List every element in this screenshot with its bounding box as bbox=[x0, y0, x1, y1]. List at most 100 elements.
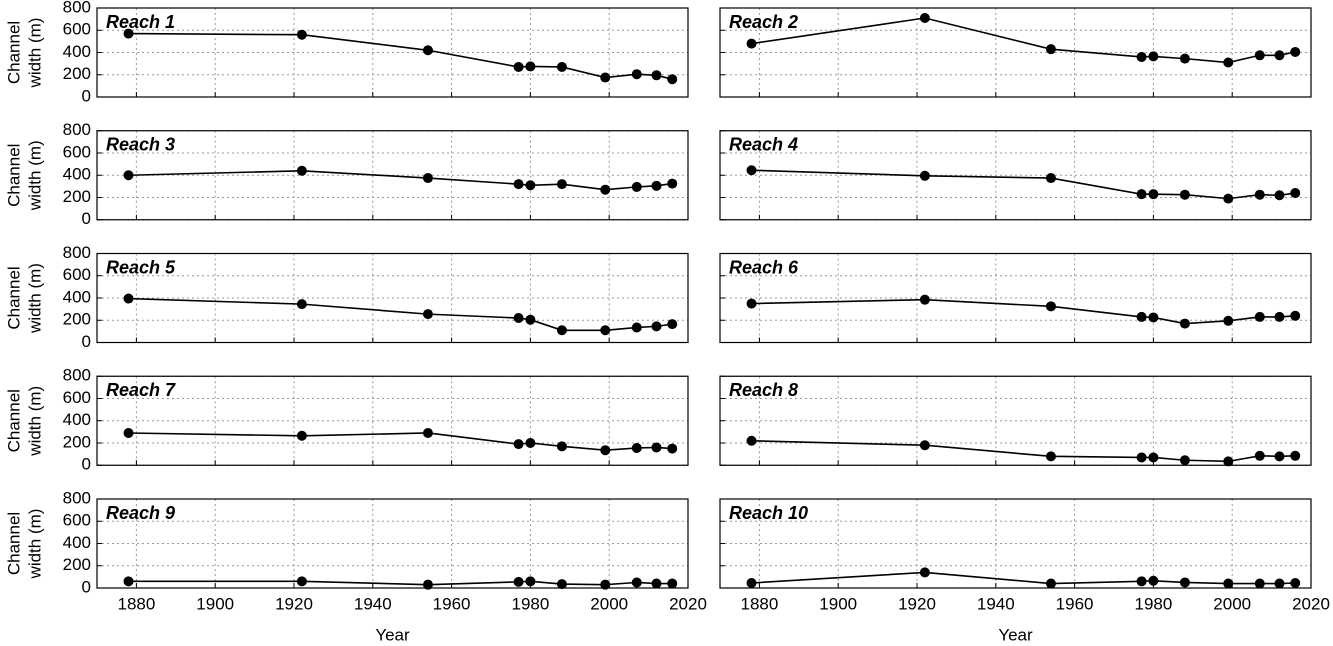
data-point bbox=[123, 170, 134, 181]
y-axis-label: Channel bbox=[4, 21, 23, 84]
x-tick-label: 1900 bbox=[819, 594, 857, 613]
y-axis-label: width (m) bbox=[25, 140, 44, 211]
panel-title: Reach 4 bbox=[729, 135, 798, 155]
data-point bbox=[1274, 50, 1285, 61]
data-point bbox=[746, 165, 757, 176]
y-tick-label: 200 bbox=[63, 555, 91, 574]
data-point bbox=[525, 314, 536, 325]
data-point bbox=[1136, 576, 1147, 587]
plot-frame bbox=[719, 130, 1312, 221]
panel-title: Reach 3 bbox=[106, 135, 175, 155]
y-tick-label: 600 bbox=[63, 20, 91, 39]
x-tick-label: 1940 bbox=[354, 594, 392, 613]
data-point bbox=[1179, 318, 1190, 329]
data-point bbox=[1136, 189, 1147, 200]
y-axis-label: width (m) bbox=[25, 509, 44, 580]
data-point bbox=[1045, 301, 1056, 312]
data-point bbox=[1290, 450, 1301, 461]
y-tick-label: 600 bbox=[63, 142, 91, 161]
data-point bbox=[1254, 50, 1265, 61]
data-line bbox=[751, 571, 1296, 585]
x-tick-label: 1920 bbox=[898, 594, 936, 613]
panel-title: Reach 2 bbox=[729, 12, 798, 32]
panel-title: Reach 8 bbox=[729, 380, 798, 400]
panel: 0 200 400 600 800 Reach 5 Channel width (m) bbox=[4, 243, 689, 351]
data-point bbox=[667, 319, 678, 330]
data-line bbox=[128, 580, 673, 586]
panel: Reach 8 bbox=[719, 375, 1312, 467]
data-point bbox=[600, 72, 611, 83]
data-point bbox=[525, 61, 536, 72]
plot-frame bbox=[96, 7, 689, 98]
data-point bbox=[296, 165, 307, 176]
data-point bbox=[123, 427, 134, 438]
data-point bbox=[1290, 188, 1301, 199]
data-line bbox=[751, 169, 1296, 200]
x-tick-label: 2000 bbox=[590, 594, 628, 613]
y-tick-label: 400 bbox=[63, 410, 91, 429]
data-point bbox=[422, 579, 433, 590]
data-point bbox=[1254, 450, 1265, 461]
y-tick-label: 600 bbox=[63, 511, 91, 530]
panel-title: Reach 5 bbox=[106, 257, 176, 277]
y-axis-label: width (m) bbox=[25, 263, 44, 334]
data-point bbox=[1136, 311, 1147, 322]
y-tick-label: 400 bbox=[63, 287, 91, 306]
panel: 1880 1900 1920 1940 1960 1980 2000 2020 0 200 400 6… bbox=[4, 488, 706, 644]
panel-title: Reach 9 bbox=[106, 503, 175, 523]
x-tick-label: 2020 bbox=[669, 594, 707, 613]
data-point bbox=[651, 442, 662, 453]
y-tick-label: 800 bbox=[63, 0, 91, 16]
y-axis-label: Channel bbox=[4, 512, 23, 575]
y-tick-label: 600 bbox=[63, 265, 91, 284]
x-axis-label: Year bbox=[998, 625, 1033, 644]
data-point bbox=[631, 577, 642, 588]
y-tick-label: 200 bbox=[63, 64, 91, 83]
data-point bbox=[1290, 577, 1301, 588]
panel: Reach 2 bbox=[719, 7, 1312, 98]
y-tick-label: 0 bbox=[82, 455, 91, 474]
x-tick-label: 1880 bbox=[117, 594, 155, 613]
data-point bbox=[1045, 44, 1056, 55]
plot-frame bbox=[96, 130, 689, 221]
data-line bbox=[751, 17, 1296, 64]
data-point bbox=[1223, 57, 1234, 68]
data-point bbox=[422, 309, 433, 320]
y-tick-label: 200 bbox=[63, 432, 91, 451]
y-tick-label: 0 bbox=[82, 577, 91, 596]
y-tick-label: 800 bbox=[63, 243, 91, 262]
panel: Reach 4 bbox=[719, 130, 1312, 221]
data-point bbox=[1274, 451, 1285, 462]
plot-frame bbox=[96, 252, 689, 344]
data-point bbox=[600, 579, 611, 590]
data-point bbox=[296, 299, 307, 310]
x-tick-label: 2020 bbox=[1292, 594, 1330, 613]
data-point bbox=[1290, 310, 1301, 321]
data-point bbox=[1148, 312, 1159, 323]
data-point bbox=[1254, 189, 1265, 200]
data-point bbox=[919, 294, 930, 305]
data-point bbox=[513, 439, 524, 450]
data-point bbox=[1136, 452, 1147, 463]
y-tick-label: 400 bbox=[63, 42, 91, 61]
data-line bbox=[128, 169, 673, 191]
data-point bbox=[1179, 53, 1190, 64]
plot-frame bbox=[719, 498, 1312, 589]
data-point bbox=[422, 45, 433, 56]
data-point bbox=[1274, 578, 1285, 589]
x-tick-label: 1980 bbox=[511, 594, 549, 613]
plot-frame bbox=[96, 375, 689, 466]
data-point bbox=[1148, 452, 1159, 463]
data-point bbox=[746, 577, 757, 588]
panel-title: Reach 10 bbox=[729, 503, 808, 523]
data-point bbox=[525, 576, 536, 587]
data-point bbox=[631, 181, 642, 192]
x-tick-label: 1940 bbox=[977, 594, 1015, 613]
y-axis-label: Channel bbox=[4, 389, 23, 452]
data-point bbox=[651, 180, 662, 191]
panel: 0 200 400 600 800 Reach 7 Channel width (m) bbox=[4, 366, 689, 474]
data-point bbox=[1045, 578, 1056, 589]
data-point bbox=[556, 441, 567, 452]
data-point bbox=[296, 430, 307, 441]
data-point bbox=[1148, 51, 1159, 62]
